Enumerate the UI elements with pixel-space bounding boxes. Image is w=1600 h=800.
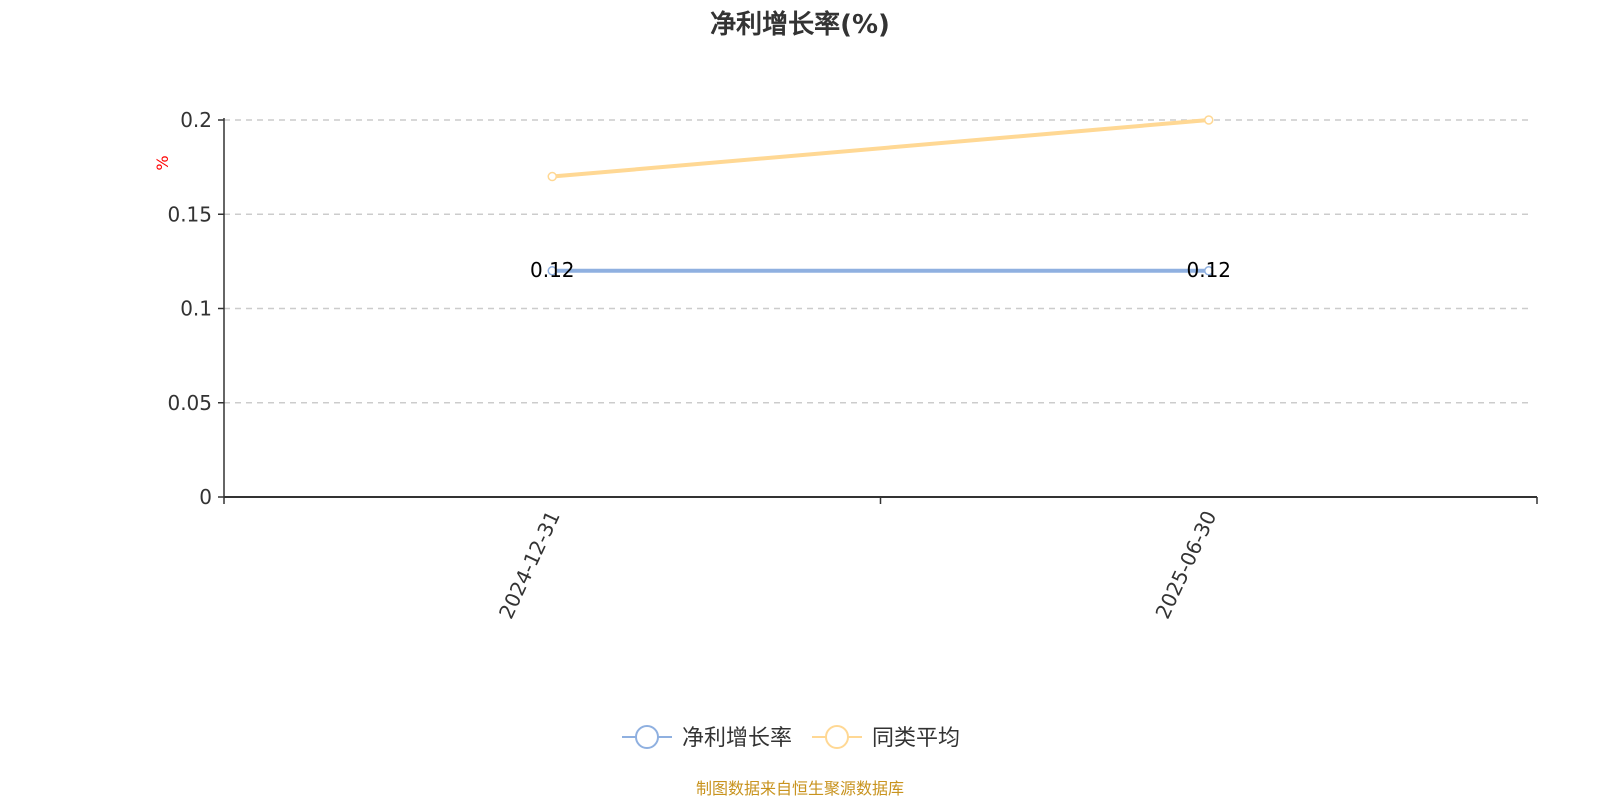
data-label: 0.12 xyxy=(1186,258,1231,282)
y-tick-label: 0.1 xyxy=(180,297,212,321)
y-tick-label: 0.15 xyxy=(167,202,212,226)
data-point xyxy=(547,171,557,182)
series-line-1 xyxy=(552,118,1209,179)
x-tick-label: 2025-06-30 xyxy=(1150,507,1221,622)
data-point xyxy=(1204,115,1214,125)
legend-item-label[interactable]: 同类平均 xyxy=(872,726,960,751)
legend-marker-icon xyxy=(635,725,659,749)
series-layer: 0.12 0.12 xyxy=(530,115,1231,282)
source-note: 制图数据来自恒生聚源数据库 xyxy=(696,779,904,798)
data-point xyxy=(547,266,557,276)
chart-title: 净利增长率(%) xyxy=(710,9,890,40)
data-point xyxy=(1204,266,1214,276)
legend-marker-icon xyxy=(825,725,849,749)
grid-lines xyxy=(224,119,1529,404)
y-tick-label: 0.2 xyxy=(180,108,212,132)
legend: 净利增长率 同类平均 xyxy=(622,725,960,751)
data-label: 0.12 xyxy=(530,258,575,282)
axes: 0 0.05 0.1 0.15 0.2 2024-12-31 2025-06-30 xyxy=(167,108,1538,622)
y-tick-label: 0.05 xyxy=(167,391,212,415)
x-tick-label: 2024-12-31 xyxy=(494,507,565,622)
legend-item-label[interactable]: 净利增长率 xyxy=(682,726,792,751)
y-axis-label: % xyxy=(153,155,172,170)
y-tick-label: 0 xyxy=(199,485,212,509)
